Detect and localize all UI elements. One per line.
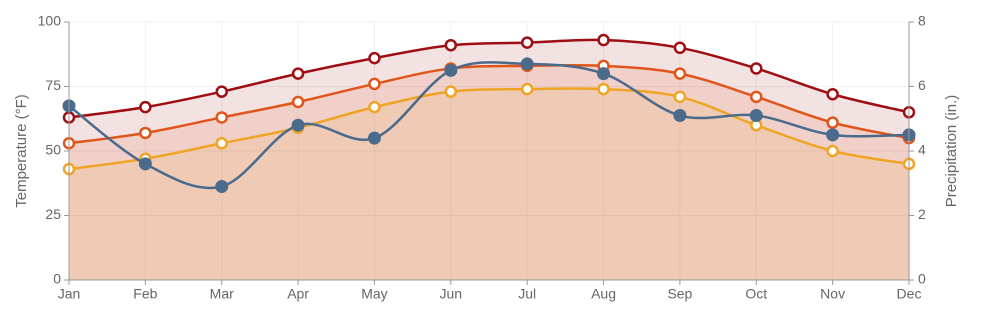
point: [291, 95, 305, 109]
point: [215, 179, 229, 193]
point: [520, 57, 534, 71]
x-tick-label: Feb: [133, 286, 157, 302]
y-tick-label: 100: [38, 13, 62, 29]
point: [291, 118, 305, 132]
point: [215, 85, 228, 98]
y-tick-label: 0: [53, 271, 61, 287]
x-tick-label: Oct: [745, 286, 767, 302]
point: [520, 82, 534, 96]
point: [750, 62, 763, 75]
point: [826, 128, 840, 142]
x-tick-label: Dec: [897, 286, 922, 302]
point: [750, 90, 763, 104]
y2-tick-label: 2: [918, 206, 926, 222]
x-tick-label: Aug: [591, 286, 616, 302]
point: [520, 36, 534, 49]
x-tick-label: Mar: [210, 286, 234, 302]
x-tick-label: Jun: [440, 286, 463, 302]
y-axis-label: Temperature (°F): [13, 94, 30, 208]
point: [138, 157, 152, 171]
point: [368, 77, 381, 91]
y2-tick-label: 6: [918, 77, 926, 93]
point: [673, 109, 687, 123]
point: [597, 82, 610, 96]
point: [597, 33, 610, 47]
x-tick-label: Jan: [58, 286, 81, 302]
y2-tick-label: 0: [918, 271, 926, 287]
line: [68, 63, 910, 145]
y2-tick-label: 8: [918, 13, 926, 29]
y-tick-label: 75: [45, 77, 61, 93]
point: [291, 67, 305, 80]
point: [673, 67, 687, 80]
point: [444, 63, 458, 77]
point: [444, 38, 458, 52]
point: [673, 41, 687, 55]
y2-tick-label: 4: [918, 142, 926, 158]
point: [215, 111, 228, 124]
y-tick-label: 25: [45, 206, 61, 222]
point: [826, 116, 839, 129]
y-tick-label: 50: [45, 142, 61, 158]
line: [68, 38, 910, 119]
point: [749, 109, 763, 123]
y2-axis-label: Precipitation (in.): [943, 95, 960, 208]
x-tick-label: Nov: [820, 286, 845, 302]
point: [139, 100, 152, 114]
point: [826, 144, 839, 158]
point: [139, 126, 152, 140]
point: [444, 85, 458, 98]
x-tick-label: Apr: [287, 286, 309, 302]
point: [367, 131, 381, 145]
x-tick-label: Jul: [518, 286, 536, 302]
point: [826, 87, 839, 101]
point: [597, 67, 611, 81]
point: [215, 137, 228, 150]
point: [368, 51, 381, 65]
point: [368, 100, 381, 114]
point: [673, 90, 687, 104]
area: [69, 39, 909, 280]
x-tick-label: Sep: [667, 286, 692, 302]
x-tick-label: May: [361, 286, 387, 302]
